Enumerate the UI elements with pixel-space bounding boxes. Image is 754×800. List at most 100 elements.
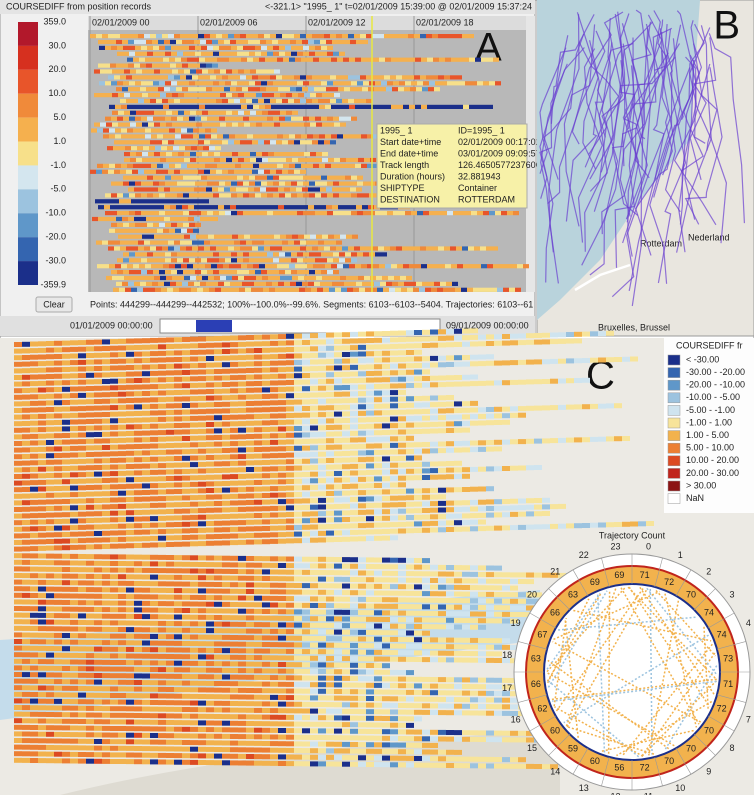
cell [182,443,190,448]
segment [226,123,232,127]
cell [22,467,30,472]
segment [192,246,198,250]
segment [177,81,183,85]
cell [302,505,310,510]
cell [158,371,166,376]
cell [366,597,374,602]
slider-thumb[interactable] [196,320,232,332]
cell [254,506,262,511]
segment [208,235,214,239]
cell [358,391,366,396]
segment [236,282,242,286]
segment [296,282,302,286]
segment [222,34,228,38]
segment [345,81,351,85]
cell [382,564,390,569]
cell [158,608,166,613]
segment [295,264,301,268]
cell [70,505,78,510]
cell [414,403,422,408]
cell [78,574,86,579]
segment [210,140,216,144]
cell [190,429,198,434]
cell [62,354,70,359]
cell [334,630,342,635]
cell [510,380,518,385]
segment [126,246,132,250]
cell [230,474,238,479]
segment [239,288,245,292]
segment [137,288,143,292]
segment [253,134,259,138]
segment [158,217,164,221]
cell [286,629,294,634]
cell [550,333,558,338]
cell [446,514,454,519]
cell [174,390,182,395]
cell [518,572,526,577]
cell [182,416,190,421]
segment [276,140,282,144]
cell [526,579,534,584]
segment [114,241,120,245]
segment [207,81,213,85]
segment [310,158,316,162]
cell [430,330,438,335]
segment [168,34,174,38]
segment [262,152,268,156]
cell [78,525,86,530]
segment [309,193,315,197]
segment [211,134,217,138]
segment [128,282,134,286]
segment [106,93,112,97]
segment [195,258,201,262]
segment [255,193,261,197]
segment [254,282,260,286]
cell [278,466,286,471]
segment [185,288,191,292]
segment [327,52,333,56]
cell [214,488,222,493]
segment [289,58,295,62]
cell [326,498,334,503]
cell [214,343,222,348]
cell [270,519,278,524]
legend-label: 10.0 [48,88,66,98]
segment [380,282,386,286]
cell [470,513,478,518]
segment [160,69,166,73]
segment [237,211,243,215]
cell [406,350,414,355]
trajectory-bar [114,140,336,144]
cell [262,434,270,439]
segment [152,205,158,209]
cell [358,510,366,515]
cell [478,335,486,340]
segment [398,87,404,91]
cell [62,539,70,544]
segment [132,246,138,250]
cell [118,530,126,535]
cell [30,626,38,631]
segment [350,187,356,191]
cell [150,581,158,586]
cell [118,524,126,529]
cell [542,498,550,503]
cell [478,355,486,360]
segment [297,182,303,186]
segment [198,75,204,79]
cell [390,591,398,596]
cell [414,449,422,454]
cell [30,441,38,446]
segment [481,58,487,62]
cell [302,583,310,588]
segment [129,258,135,262]
segment [164,87,170,91]
cell [270,354,278,359]
segment [331,134,337,138]
segment [214,69,220,73]
cell [486,334,494,339]
cell [230,501,238,506]
cell [326,597,334,602]
segment [164,282,170,286]
